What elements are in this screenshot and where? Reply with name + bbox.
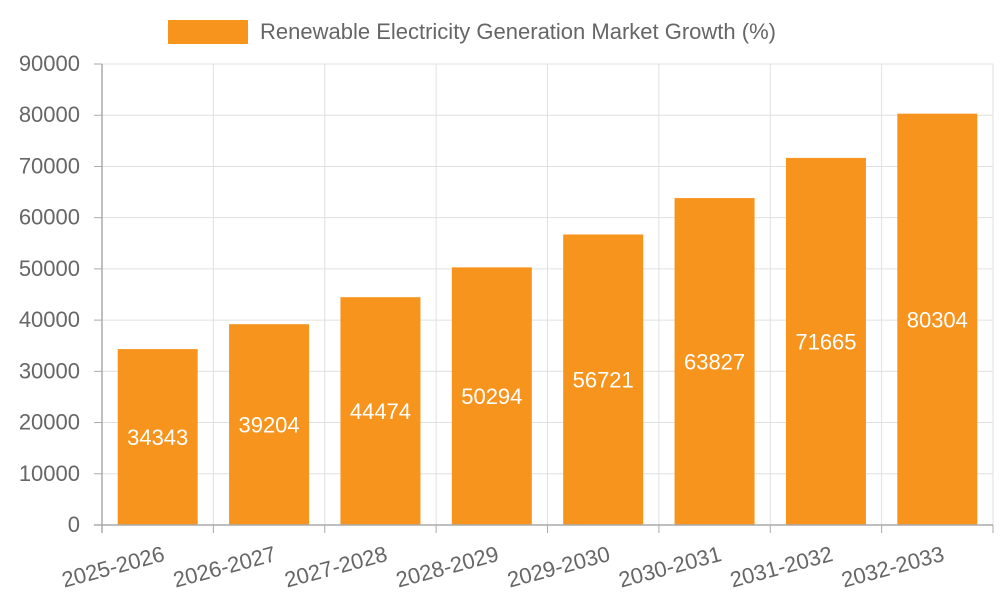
bar <box>785 157 866 525</box>
bars <box>117 113 978 526</box>
x-tick-label: 2030-2031 <box>616 541 724 592</box>
data-label: 71665 <box>795 329 856 354</box>
bar <box>340 297 421 525</box>
data-label: 50294 <box>461 384 522 409</box>
y-tick-label: 40000 <box>19 307 80 332</box>
x-tick-label: 2027-2028 <box>282 541 390 592</box>
legend: Renewable Electricity Generation Market … <box>168 19 776 44</box>
data-label: 56721 <box>573 368 634 393</box>
bar <box>674 198 755 526</box>
data-label: 63827 <box>684 350 745 375</box>
y-tick-label: 50000 <box>19 256 80 281</box>
x-tick-labels: 2025-2026 2026-2027 2027-2028 2028-2029 2029… <box>59 541 947 592</box>
bar <box>897 113 978 525</box>
y-tick-label: 30000 <box>19 358 80 383</box>
y-tick-label: 70000 <box>19 153 80 178</box>
data-label: 34343 <box>127 425 188 450</box>
x-tick-label: 2029-2030 <box>505 541 613 592</box>
bar <box>117 349 198 525</box>
y-tick-label: 20000 <box>19 410 80 435</box>
x-tick-label: 2032-2033 <box>839 541 947 592</box>
y-tick-labels: 0 10000 20000 30000 40000 50000 60000 70000 8000… <box>19 51 80 537</box>
bar <box>229 324 310 525</box>
y-tick-label: 60000 <box>19 205 80 230</box>
data-label: 39204 <box>238 413 299 438</box>
x-tick-label: 2025-2026 <box>59 541 167 592</box>
x-tick-label: 2031-2032 <box>727 541 835 592</box>
data-label: 44474 <box>350 399 411 424</box>
y-tick-label: 90000 <box>19 51 80 76</box>
x-tick-label: 2028-2029 <box>393 541 501 592</box>
legend-swatch <box>168 20 248 44</box>
bar <box>451 267 532 525</box>
y-tick-label: 10000 <box>19 461 80 486</box>
bar <box>563 234 644 525</box>
axes <box>94 63 994 533</box>
legend-label: Renewable Electricity Generation Market … <box>260 19 776 44</box>
data-labels: 34343 39204 44474 50294 56721 63827 71665 80304 <box>127 307 968 450</box>
data-label: 80304 <box>907 307 968 332</box>
y-tick-label: 0 <box>68 512 80 537</box>
y-tick-label: 80000 <box>19 102 80 127</box>
x-tick-label: 2026-2027 <box>170 541 278 592</box>
